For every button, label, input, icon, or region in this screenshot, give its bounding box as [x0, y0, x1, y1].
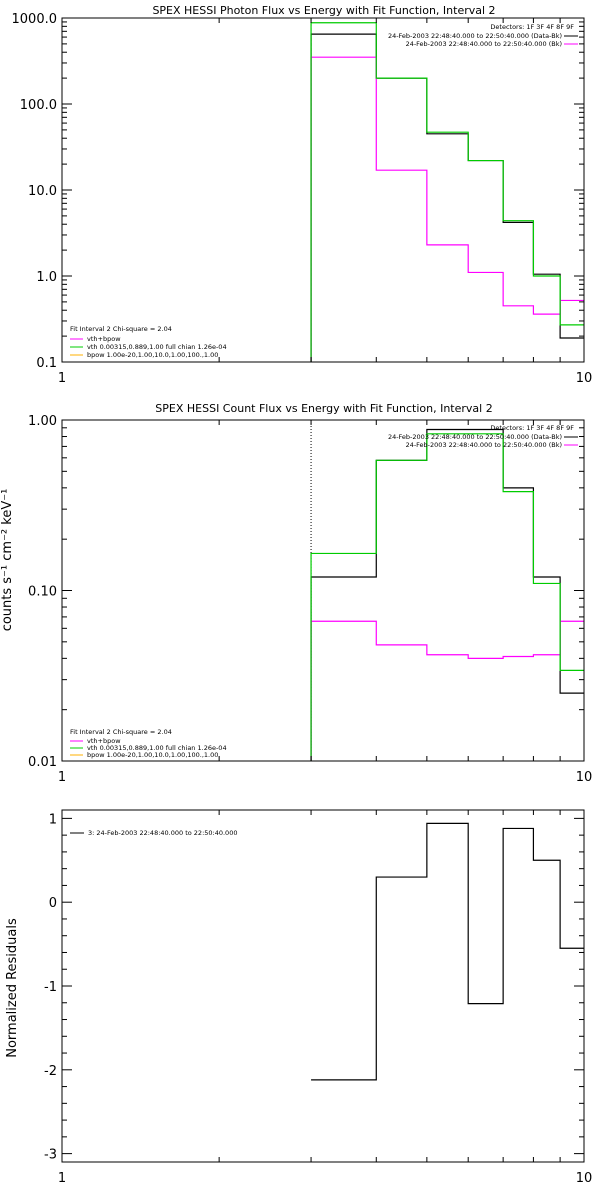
photon-fit-item-2: vth 0.00315,0.889,1.00 full chian 1.26e-… [87, 343, 227, 351]
residuals-y-tick-label: -2 [44, 1064, 57, 1079]
count-chart-title: SPEX HESSI Count Flux vs Energy with Fit… [155, 402, 492, 415]
count-y-axis-label: counts s⁻¹ cm⁻² keV⁻¹ [0, 489, 15, 632]
count-series-data [310, 428, 584, 761]
photon-series-vth-bpow [310, 22, 584, 362]
count-y-tick-label: 1.00 [28, 414, 57, 429]
count-plot-frame [61, 419, 585, 762]
photon-fit-item-1: vth+bpow [87, 335, 121, 343]
residuals-y-axis-label: Normalized Residuals [5, 918, 20, 1058]
residuals-panel: 1 10 -3 -2 -1 0 1 Normalized Residuals 3: 24-F… [5, 809, 593, 1186]
photon-y-tick-label: 0.1 [36, 356, 57, 371]
count-y-tick-label: 0.01 [28, 755, 57, 770]
photon-chart-title: SPEX HESSI Photon Flux vs Energy with Fi… [152, 4, 495, 17]
count-fit-header: Fit Interval 2 Chi-square = 2.04 [70, 728, 172, 736]
residuals-series-residuals [311, 822, 584, 1081]
photon-legend-bk: 24-Feb-2003 22:48:40.000 to 22:50:40.000… [406, 40, 562, 48]
photon-series-background [310, 56, 584, 362]
count-series-background [310, 620, 584, 761]
photon-series-data [310, 33, 584, 362]
photon-flux-panel: SPEX HESSI Photon Flux vs Energy with Fi… [12, 4, 593, 386]
photon-legend-data-bk: 24-Feb-2003 22:48:40.000 to 22:50:40.000… [388, 32, 562, 40]
photon-detectors-label: Detectors: 1F 3F 4F 8F 9F [490, 23, 574, 31]
count-legend-data-bk: 24-Feb-2003 22:48:40.000 to 22:50:40.000… [388, 433, 562, 441]
photon-x-tick-label: 1 [58, 371, 66, 386]
count-x-tick-label: 1 [58, 770, 66, 785]
residuals-x-tick-label: 1 [58, 1171, 66, 1186]
photon-y-tick-label: 1000.0 [12, 12, 58, 27]
count-fit-item-3: bpow 1.00e-20,1.00,10.0,1.00,100.,1.00 [87, 751, 218, 759]
residuals-plot-frame [61, 809, 585, 1163]
residuals-y-tick-label: -1 [44, 980, 57, 995]
count-fit-item-2: vth 0.00315,0.889,1.00 full chian 1.26e-… [87, 744, 227, 752]
photon-y-tick-label: 1.0 [36, 270, 57, 285]
count-detectors-label: Detectors: 1F 3F 4F 8F 9F [490, 424, 574, 432]
residuals-legend-text: 3: 24-Feb-2003 22:48:40.000 to 22:50:40.… [88, 829, 237, 837]
count-series-vth-bpow [310, 433, 584, 761]
residuals-x-tick-label: 10 [576, 1171, 593, 1186]
residuals-y-tick-label: -3 [44, 1148, 57, 1163]
residuals-y-tick-label: 0 [49, 896, 57, 911]
count-flux-panel: SPEX HESSI Count Flux vs Energy with Fit… [0, 402, 592, 785]
count-fit-item-1: vth+bpow [87, 737, 121, 745]
photon-y-tick-label: 10.0 [28, 184, 57, 199]
count-x-tick-label: 10 [576, 770, 593, 785]
photon-fit-item-3: bpow 1.00e-20,1.00,10.0,1.00,100.,1.00 [87, 351, 218, 359]
residuals-y-tick-label: 1 [49, 812, 57, 827]
photon-y-tick-label: 100.0 [20, 98, 57, 113]
photon-x-tick-label: 10 [576, 371, 593, 386]
count-legend-bk: 24-Feb-2003 22:48:40.000 to 22:50:40.000… [406, 441, 562, 449]
count-y-tick-label: 0.10 [28, 585, 57, 600]
photon-fit-header: Fit Interval 2 Chi-square = 2.04 [70, 325, 172, 333]
photon-plot-frame [61, 17, 585, 363]
